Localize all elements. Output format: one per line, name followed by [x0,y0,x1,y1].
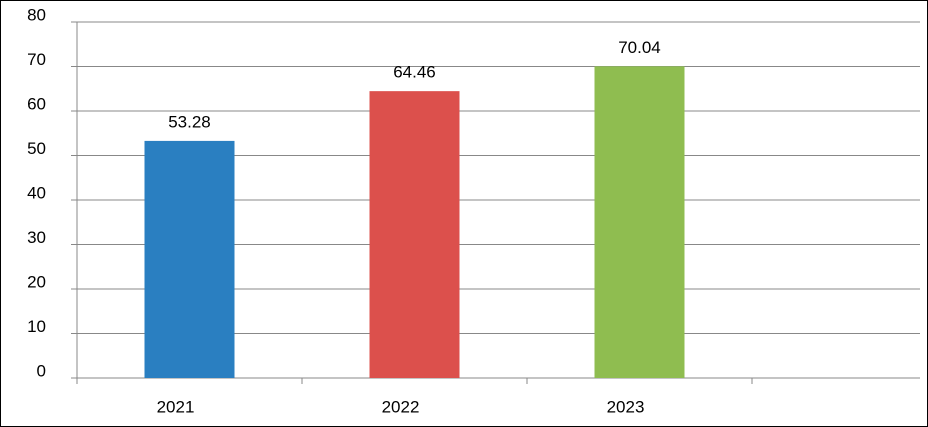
data-label: 70.04 [618,38,661,57]
y-tick-label: 30 [27,228,46,247]
bar [594,66,685,379]
y-tick-label: 10 [27,317,46,336]
y-tick-label: 50 [27,139,46,158]
x-tick-label: 2023 [607,397,645,416]
x-tick-label: 2021 [157,397,195,416]
bar [144,140,235,378]
x-tick-label: 2022 [382,397,420,416]
bar [369,91,460,378]
data-label: 64.46 [393,63,436,82]
y-tick-label: 40 [27,183,46,202]
data-label: 53.28 [168,112,211,131]
y-tick-label: 80 [27,5,46,24]
y-tick-label: 20 [27,272,46,291]
y-tick-label: 70 [27,50,46,69]
y-tick-label: 0 [37,361,46,380]
y-tick-label: 60 [27,94,46,113]
